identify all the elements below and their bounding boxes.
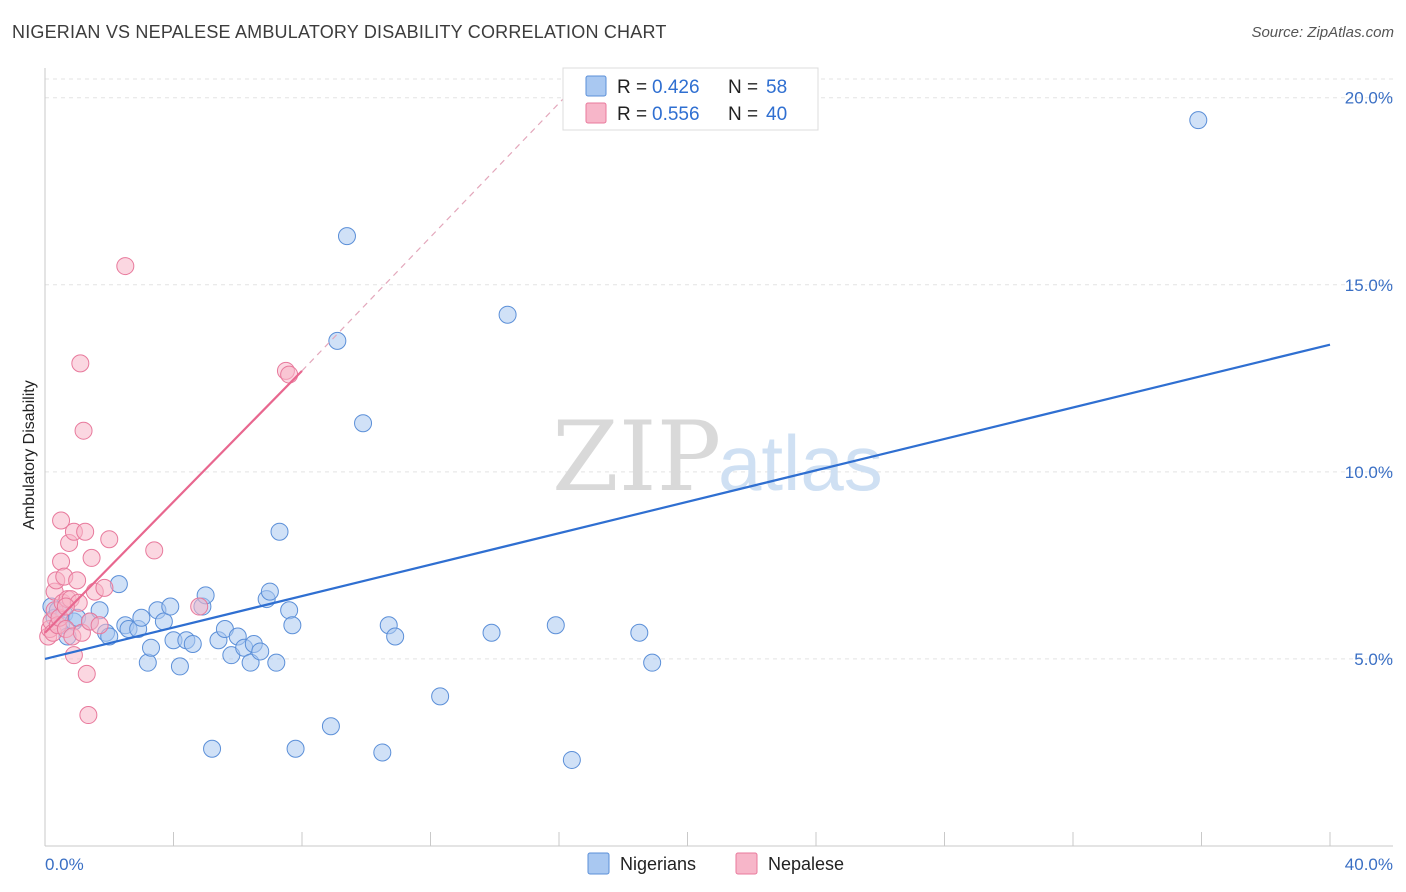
nigerians-point <box>643 653 662 672</box>
y-tick-labels: 5.0% 10.0% 15.0% 20.0% <box>1345 89 1393 669</box>
nigerians-point <box>183 634 202 653</box>
nigerians-point <box>328 331 347 350</box>
chart-title: NIGERIAN VS NEPALESE AMBULATORY DISABILI… <box>12 22 667 42</box>
nigerians-point <box>170 657 189 676</box>
nigerians-point <box>138 653 157 672</box>
bottom-legend-nigerians: Nigerians <box>620 854 696 874</box>
nigerians-point <box>337 227 356 246</box>
legend-n-value-2: 40 <box>766 104 787 125</box>
nigerians-point <box>321 717 340 736</box>
nepalese-point <box>116 257 135 276</box>
nepalese-point <box>64 646 83 665</box>
nepalese-point <box>82 548 101 567</box>
x-ticks <box>44 832 1331 846</box>
nepalese-point <box>95 578 114 597</box>
bottom-legend-nepalese: Nepalese <box>768 854 844 874</box>
watermark-atlas: atlas <box>718 419 883 507</box>
nigerians-point <box>1189 111 1208 130</box>
nigerians-point <box>562 750 581 769</box>
legend-r-label-1: R = <box>617 77 647 98</box>
nigerians-point <box>132 608 151 627</box>
legend-n-value-1: 58 <box>766 77 787 98</box>
nigerians-point <box>260 582 279 601</box>
y-axis-title: Ambulatory Disability <box>21 380 38 529</box>
nepalese-point <box>90 616 109 635</box>
legend-r-value-2: 0.556 <box>652 104 700 125</box>
nepalese-point <box>52 552 71 571</box>
nigerians-point <box>546 616 565 635</box>
legend-n-label-1: N = <box>728 77 758 98</box>
bottom-legend-swatch-nepalese <box>735 852 758 875</box>
nepalese-point <box>56 597 75 616</box>
nigerians-point <box>203 739 222 758</box>
nigerians-point <box>270 522 289 541</box>
nepalese-trend-line <box>44 370 303 634</box>
nigerians-point <box>386 627 405 646</box>
nepalese-point <box>52 511 71 530</box>
nigerians-point <box>161 597 180 616</box>
nigerians-point <box>431 687 450 706</box>
nepalese-point <box>145 541 164 560</box>
y-tick-label: 10.0% <box>1345 463 1393 482</box>
nigerians-point <box>630 623 649 642</box>
nepalese-point <box>74 421 93 440</box>
nigerians-point <box>354 414 373 433</box>
bottom-legend: Nigerians Nepalese <box>587 852 844 875</box>
nepalese-point <box>100 530 119 549</box>
nepalese-point <box>71 354 90 373</box>
nepalese-point <box>280 365 299 384</box>
nigerians-point <box>498 305 517 324</box>
legend-swatch-nepalese <box>585 102 607 124</box>
legend-swatch-nigerians <box>585 75 607 97</box>
y-tick-label: 5.0% <box>1354 650 1393 669</box>
legend-n-label-2: N = <box>728 104 758 125</box>
source-label: Source: ZipAtlas.com <box>1251 24 1394 41</box>
nigerians-point <box>373 743 392 762</box>
x-tick-label-min: 0.0% <box>45 855 84 874</box>
y-tick-label: 20.0% <box>1345 89 1393 108</box>
nigerians-point <box>142 638 161 657</box>
legend-r-label-2: R = <box>617 104 647 125</box>
trend-lines <box>44 86 1331 660</box>
bottom-legend-swatch-nigerians <box>587 852 610 875</box>
nepalese-point <box>77 664 96 683</box>
nigerians-point <box>482 623 501 642</box>
nigerians-point <box>286 739 305 758</box>
nepalese-point <box>79 706 98 725</box>
y-tick-label: 15.0% <box>1345 276 1393 295</box>
legend: R = 0.426 N = 58 R = 0.556 N = 40 <box>562 67 819 131</box>
nepalese-point <box>76 522 95 541</box>
nigerians-point <box>251 642 270 661</box>
nepalese-point <box>190 597 209 616</box>
legend-r-value-1: 0.426 <box>652 77 700 98</box>
nepalese-point <box>68 571 87 590</box>
x-tick-label-max: 40.0% <box>1345 855 1393 874</box>
nigerians-point <box>280 601 299 620</box>
watermark-zip: ZIP <box>552 401 721 513</box>
nigerians-point <box>267 653 286 672</box>
nigerians-point <box>283 616 302 635</box>
grid <box>45 78 1393 660</box>
nigerians-trend-line <box>44 343 1331 660</box>
